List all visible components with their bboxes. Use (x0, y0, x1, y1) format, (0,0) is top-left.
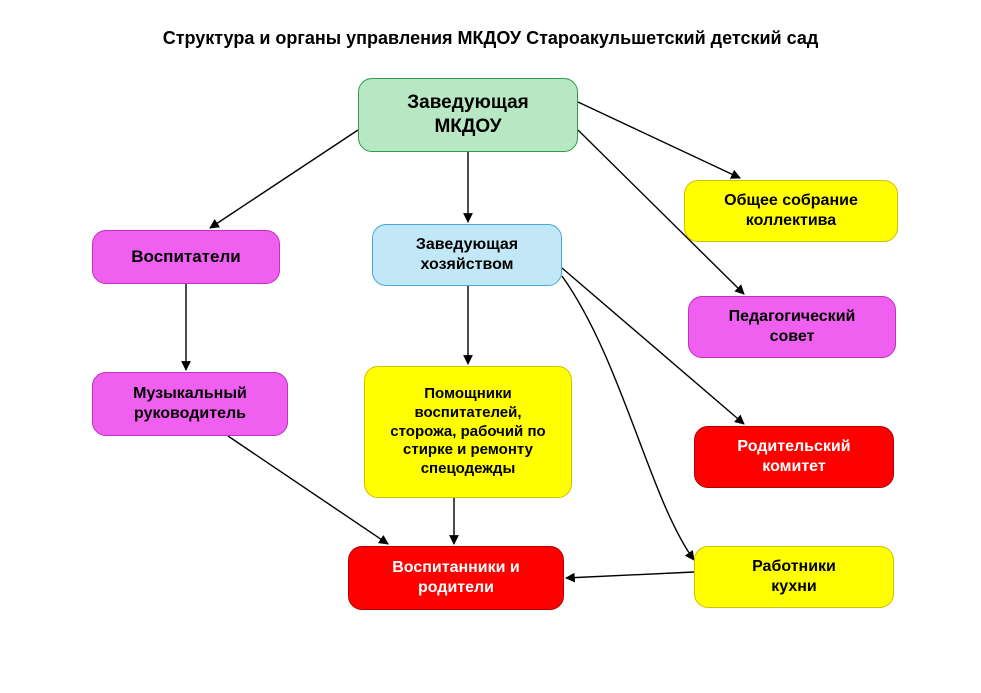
node-household: Заведующая хозяйством (372, 224, 562, 286)
node-pupils: Воспитанники и родители (348, 546, 564, 610)
edge-head-to-assembly (578, 102, 740, 178)
edge-household-to-kitchen (562, 276, 694, 560)
diagram-title: Структура и органы управления МКДОУ Стар… (0, 28, 981, 49)
node-music: Музыкальный руководитель (92, 372, 288, 436)
node-helpers: Помощники воспитателей, сторожа, рабочий… (364, 366, 572, 498)
node-assembly: Общее собрание коллектива (684, 180, 898, 242)
diagram-canvas: Структура и органы управления МКДОУ Стар… (0, 0, 981, 693)
node-parents_comm: Родительский комитет (694, 426, 894, 488)
node-head: Заведующая МКДОУ (358, 78, 578, 152)
node-educators: Воспитатели (92, 230, 280, 284)
edge-head-to-educators (210, 130, 358, 228)
node-pedcouncil: Педагогический совет (688, 296, 896, 358)
edge-kitchen-to-pupils (566, 572, 694, 578)
node-kitchen: Работники кухни (694, 546, 894, 608)
